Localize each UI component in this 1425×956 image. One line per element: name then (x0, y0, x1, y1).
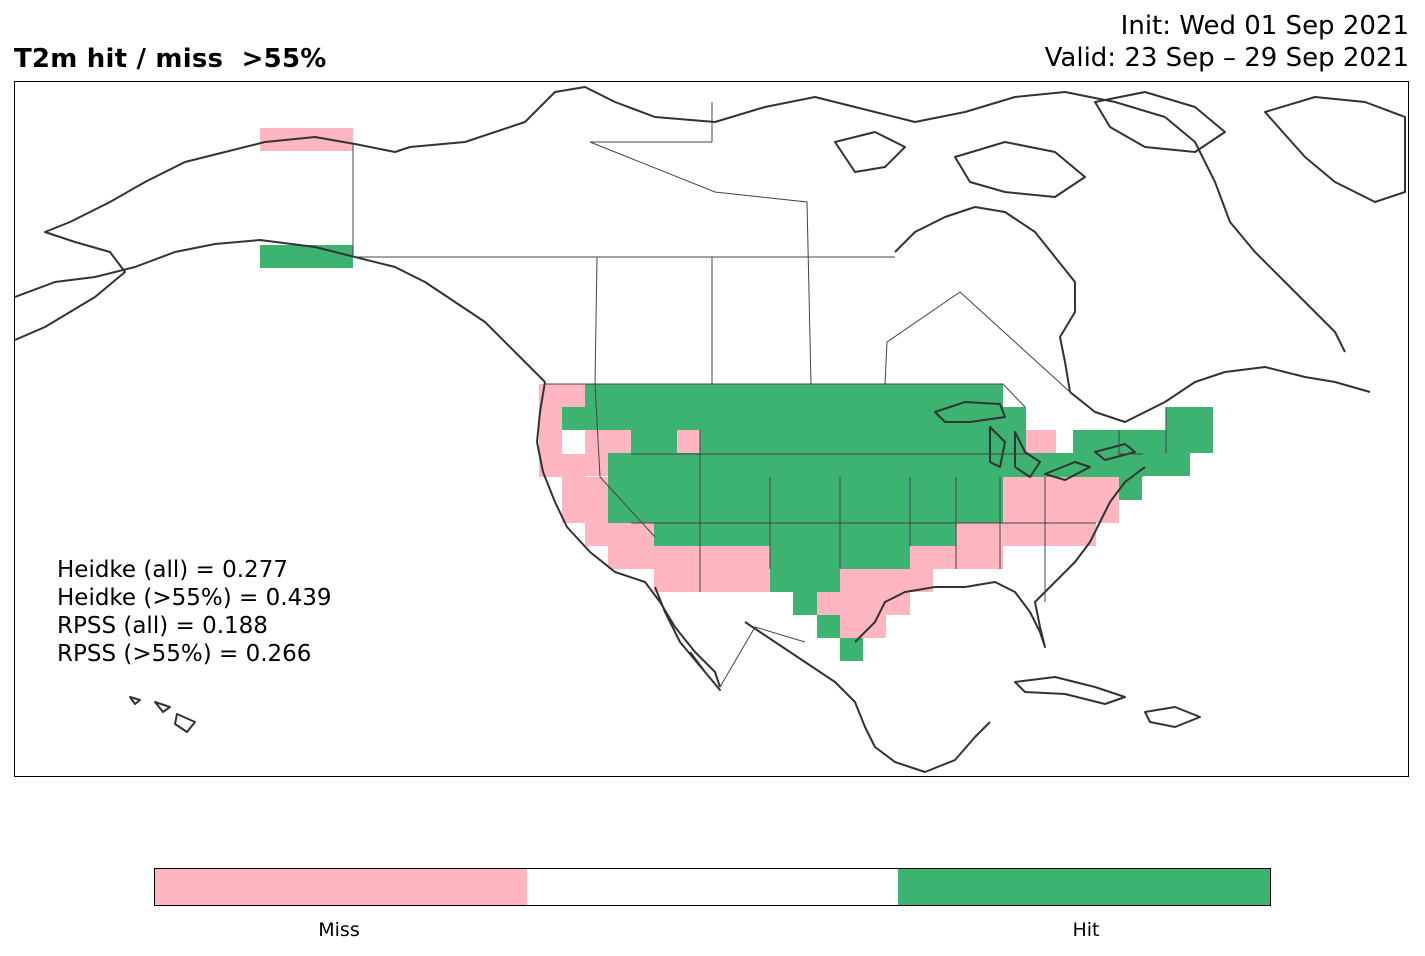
map-title: T2m hit / miss >55% (14, 44, 327, 74)
cell-hit (793, 592, 817, 615)
cell-hit (1073, 430, 1213, 453)
map-panel (14, 81, 1409, 777)
map-svg (15, 86, 1406, 773)
cell-miss (654, 546, 770, 592)
heidke-55: Heidke (>55%) = 0.439 (57, 585, 332, 611)
cell-hit (1119, 477, 1142, 500)
heidke-all: Heidke (all) = 0.277 (57, 557, 288, 583)
cell-hit (770, 546, 840, 569)
cell-miss (817, 592, 910, 615)
cell-hit (956, 500, 1002, 523)
cell-miss (956, 523, 1096, 546)
cell-hit (608, 453, 631, 523)
hit-miss-cells (260, 128, 1213, 661)
cell-hit (817, 615, 840, 638)
rpss-55: RPSS (>55%) = 0.266 (57, 641, 312, 667)
cell-miss (562, 454, 585, 477)
colorbar-miss-segment (155, 869, 527, 905)
colorbar-neutral-segment (526, 869, 899, 905)
cell-miss (631, 523, 654, 546)
cell-hit (631, 477, 1003, 523)
legend-hit-label: Hit (1072, 919, 1100, 941)
date-info: Init: Wed 01 Sep 2021 Valid: 23 Sep – 29… (1045, 10, 1409, 74)
cell-miss (910, 569, 933, 592)
colorbar-hit-segment (898, 869, 1271, 905)
borders (352, 102, 1167, 688)
cell-miss (677, 430, 700, 453)
cell-miss (562, 477, 608, 523)
coastlines (15, 86, 1406, 773)
cell-hit (1143, 453, 1190, 476)
cell-miss (608, 546, 654, 569)
cell-miss (260, 128, 353, 151)
cell-miss (585, 523, 631, 546)
cell-hit (840, 546, 910, 569)
cell-miss (539, 407, 562, 477)
cell-hit (631, 453, 1026, 477)
cell-hit (700, 430, 1026, 453)
cell-miss (1026, 430, 1056, 453)
init-date: Init: Wed 01 Sep 2021 (1120, 11, 1409, 41)
skill-scores: Heidke (all) = 0.277 Heidke (>55%) = 0.4… (57, 556, 331, 668)
cell-hit (1166, 407, 1213, 430)
cell-hit (770, 569, 840, 592)
legend-miss-label: Miss (318, 919, 360, 941)
cell-miss (1056, 477, 1119, 523)
cell-miss (840, 569, 910, 592)
cell-hit (1003, 407, 1026, 430)
cell-hit (585, 384, 1003, 430)
valid-range: Valid: 23 Sep – 29 Sep 2021 (1044, 43, 1409, 73)
cell-hit (260, 245, 353, 268)
cell-miss (539, 384, 585, 407)
colorbar (154, 868, 1271, 906)
rpss-all: RPSS (all) = 0.188 (57, 613, 268, 639)
cell-miss (840, 615, 886, 638)
cell-hit (654, 523, 956, 546)
cell-hit (562, 407, 585, 430)
cell-hit (840, 638, 863, 661)
cell-hit (631, 430, 677, 453)
